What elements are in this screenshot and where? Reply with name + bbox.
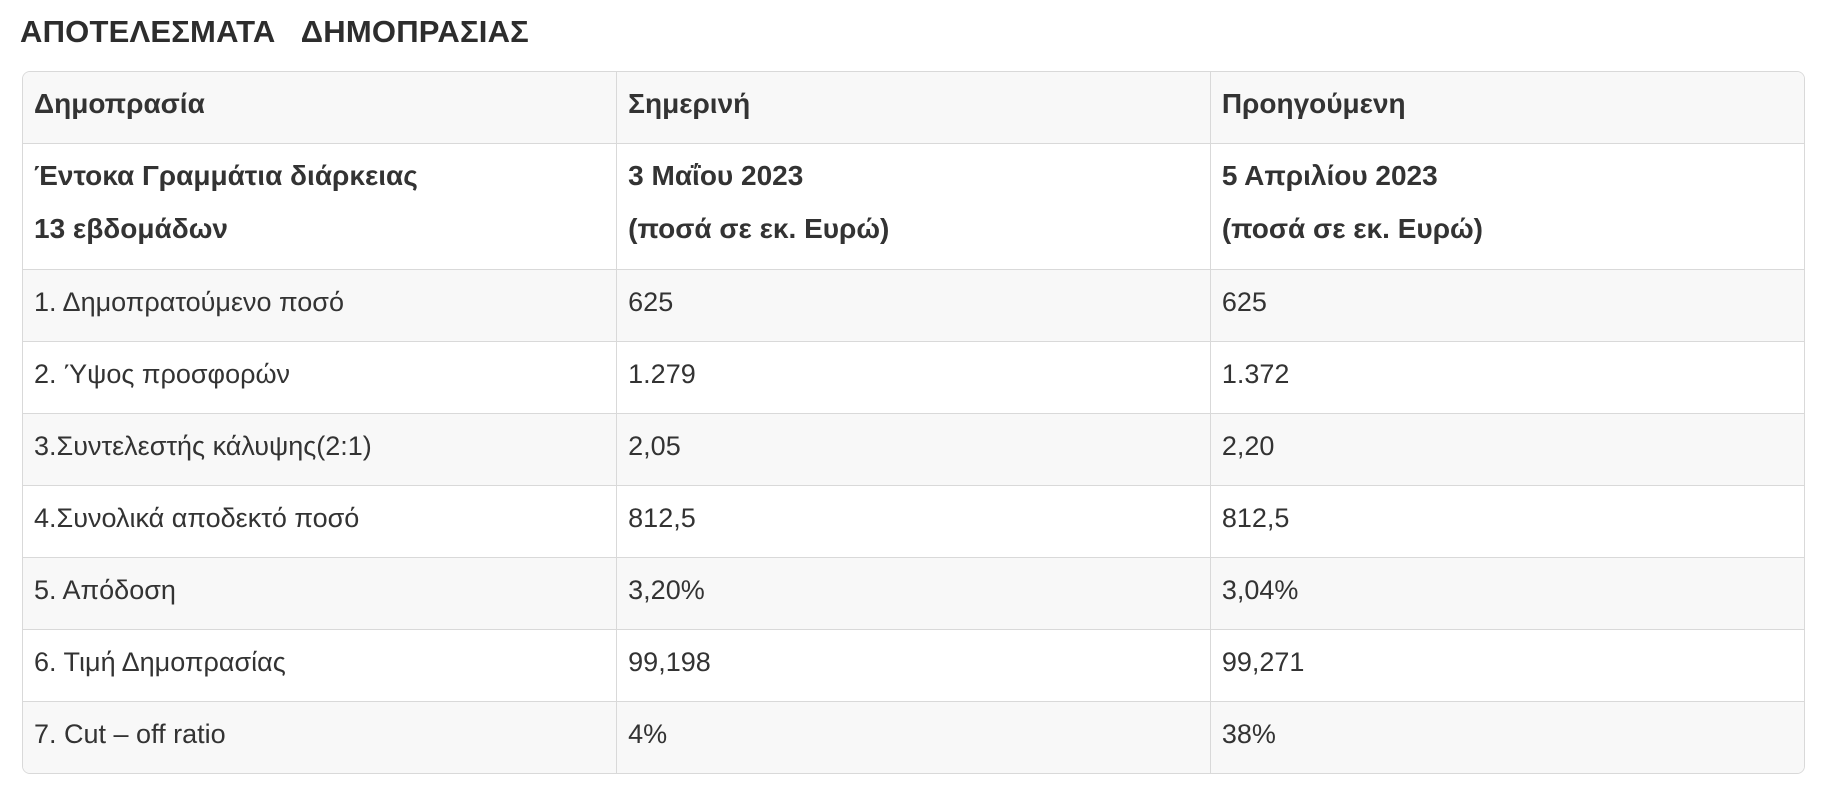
row-current-value: 99,198 [616,629,1211,702]
row-previous-value: 625 [1210,269,1804,342]
row-previous-value: 38% [1221,718,1276,749]
current-auction-date-cell: 3 Μαΐου 2023 (ποσά σε εκ. Ευρώ) [616,143,1211,270]
row-current-value: 812,5 [616,485,1211,558]
instrument-duration: 13 εβδομάδων [34,212,228,244]
row-current-value: 4% [616,701,1211,773]
table-row-auction-price: 6. Τιμή Δημοπρασίας 99,198 99,271 [23,629,1804,702]
col-header-current: Σημερινή [616,72,1211,144]
row-previous-value: 99,271 [1210,629,1804,702]
auction-results-table-grid: Δημοπρασία Σημερινή Προηγούμενη Έντοκα Γ… [23,72,1804,773]
table-row-auctioned-amount: 1. Δημοπρατούμενο ποσό 625 625 [23,269,1804,342]
table-row-cutoff-ratio: 7. Cut – off ratio 4% 38% [23,701,1804,773]
table-header-row: Δημοπρασία Σημερινή Προηγούμενη [23,72,1804,144]
current-auction-date: 3 Μαΐου 2023 [628,159,804,191]
previous-auction-date: 5 Απριλίου 2023 [1221,159,1438,191]
row-label: 2. Ύψος προσφορών [23,341,618,414]
col-header-previous: Προηγούμενη [1210,72,1804,144]
table-row-yield: 5. Απόδοση 3,20% 3,04% [23,557,1804,630]
current-amount-note: (ποσά σε εκ. Ευρώ) [628,212,890,244]
col-header-auction: Δημοπρασία [23,72,618,144]
row-label: 6. Τιμή Δημοπρασίας [23,629,618,702]
row-label: 7. Cut – off ratio [23,701,618,773]
row-label: 3.Συντελεστής κάλυψης(2:1) [23,413,618,486]
previous-auction-date-cell: 5 Απριλίου 2023 (ποσά σε εκ. Ευρώ) [1210,143,1804,270]
row-current-value: 625 [616,269,1211,342]
row-label: 5. Απόδοση [23,557,618,630]
instrument-cell: Έντοκα Γραμμάτια διάρκειας 13 εβδομάδων [23,143,618,270]
auction-results-table: Δημοπρασία Σημερινή Προηγούμενη Έντοκα Γ… [22,71,1805,774]
row-previous-value: 2,20 [1210,413,1804,486]
table-row-accepted-amount: 4.Συνολικά αποδεκτό ποσό 812,5 812,5 [23,485,1804,558]
row-current-value: 2,05 [616,413,1211,486]
page-title: ΑΠΟΤΕΛΕΣΜΑΤΑ ΔΗΜΟΠΡΑΣΙΑΣ [20,14,529,49]
row-label: 1. Δημοπρατούμενο ποσό [23,269,618,342]
row-previous-value: 1.372 [1210,341,1804,414]
table-subheader-row: Έντοκα Γραμμάτια διάρκειας 13 εβδομάδων … [23,143,1804,270]
previous-amount-note: (ποσά σε εκ. Ευρώ) [1221,212,1483,244]
table-row-coverage-ratio: 3.Συντελεστής κάλυψης(2:1) 2,05 2,20 [23,413,1804,486]
row-label: 4.Συνολικά αποδεκτό ποσό [23,485,618,558]
row-previous-value: 3,04% [1210,557,1804,630]
row-previous-value: 812,5 [1210,485,1804,558]
table-row-bids-amount: 2. Ύψος προσφορών 1.279 1.372 [23,341,1804,414]
instrument-name: Έντοκα Γραμμάτια διάρκειας [34,159,418,191]
row-current-value: 1.279 [616,341,1211,414]
row-current-value: 3,20% [616,557,1211,630]
